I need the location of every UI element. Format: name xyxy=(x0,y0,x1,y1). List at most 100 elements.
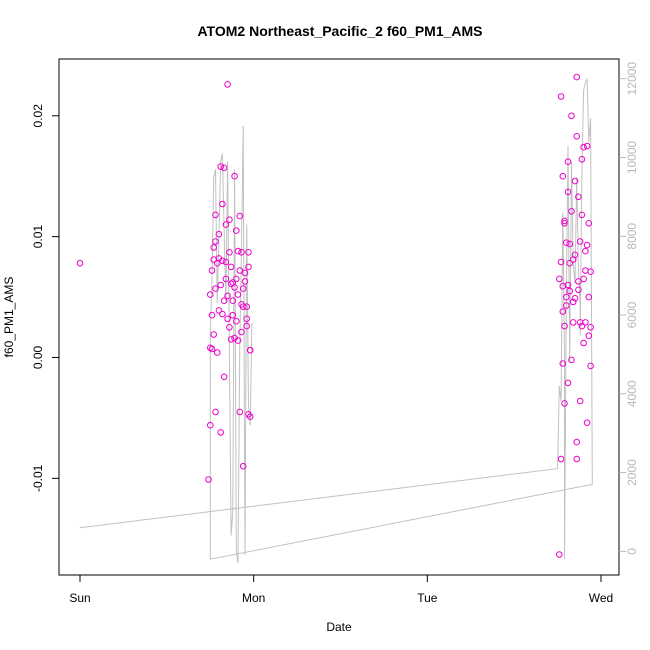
data-point xyxy=(243,303,250,311)
data-point xyxy=(212,238,219,245)
data-point xyxy=(559,360,567,367)
data-point xyxy=(561,322,568,330)
data-point xyxy=(569,319,577,326)
data-point xyxy=(217,281,224,289)
y2-tick-label: 6000 xyxy=(625,301,639,328)
data-point xyxy=(578,322,586,330)
data-point xyxy=(564,158,572,165)
data-point xyxy=(585,293,593,301)
data-point xyxy=(208,267,216,274)
data-point xyxy=(573,455,581,463)
data-point xyxy=(580,339,587,347)
y-tick-label: 0.01 xyxy=(31,225,45,249)
data-point xyxy=(561,220,568,227)
data-point xyxy=(578,156,586,163)
axes: Sun Mon Tue Wed -0.01 0.00 0.01 0.02 0 2000 4000 60… xyxy=(31,62,639,605)
y-tick-label: 0.02 xyxy=(31,104,45,128)
data-point xyxy=(217,429,224,436)
data-point xyxy=(583,419,591,427)
y-axis-label: f60_PM1_AMS xyxy=(2,277,16,358)
data-point xyxy=(234,291,242,298)
data-point xyxy=(76,259,84,267)
data-point xyxy=(208,345,216,353)
data-point xyxy=(220,373,228,381)
data-point xyxy=(245,263,252,271)
data-point xyxy=(563,293,570,301)
data-point xyxy=(238,328,245,336)
data-point xyxy=(243,322,250,330)
data-point xyxy=(226,216,233,223)
data-point xyxy=(573,73,581,81)
data-point xyxy=(220,297,228,305)
data-point xyxy=(222,221,230,228)
data-point xyxy=(564,281,572,289)
data-point xyxy=(571,177,579,185)
data-point xyxy=(561,217,568,225)
data-point xyxy=(241,278,249,285)
data-point xyxy=(219,257,226,265)
data-point xyxy=(239,285,247,292)
data-point xyxy=(556,275,563,283)
data-point xyxy=(566,287,574,295)
data-point xyxy=(573,438,581,446)
data-point xyxy=(212,408,219,416)
data-point xyxy=(556,551,563,558)
data-point xyxy=(566,240,574,248)
data-point xyxy=(575,286,582,294)
y2-tick-label: 12000 xyxy=(625,62,639,96)
data-point xyxy=(233,317,240,325)
x-tick-label: Wed xyxy=(589,591,613,605)
scatter-series xyxy=(76,73,594,558)
data-point xyxy=(557,93,565,100)
data-point xyxy=(233,227,240,234)
data-point xyxy=(222,275,230,283)
data-point xyxy=(224,315,231,323)
data-point xyxy=(229,311,237,319)
data-point xyxy=(219,310,226,318)
data-point xyxy=(207,421,214,429)
data-point xyxy=(587,268,594,276)
x-tick-label: Tue xyxy=(417,591,438,605)
chart-title: ATOM2 Northeast_Pacific_2 f60_PM1_AMS xyxy=(197,23,482,39)
data-point xyxy=(246,346,254,354)
data-point xyxy=(559,172,567,180)
data-point xyxy=(557,258,565,266)
data-point xyxy=(585,220,593,227)
data-point xyxy=(575,278,582,285)
data-point xyxy=(205,476,212,483)
data-point xyxy=(217,163,224,170)
data-point xyxy=(208,311,216,319)
data-point xyxy=(207,291,214,298)
data-point xyxy=(227,263,235,271)
y-tick-label: 0.00 xyxy=(31,345,45,369)
data-point xyxy=(215,230,223,238)
y2-tick-label: 0 xyxy=(625,548,639,555)
y2-tick-label: 10000 xyxy=(625,140,639,174)
data-point xyxy=(231,284,238,291)
x-tick-label: Mon xyxy=(242,591,265,605)
data-point xyxy=(212,211,219,219)
data-point xyxy=(576,397,584,405)
data-point xyxy=(580,143,587,151)
data-point xyxy=(234,247,242,255)
y2-tick-label: 2000 xyxy=(625,459,639,486)
data-point xyxy=(210,244,217,251)
data-point xyxy=(568,356,575,364)
data-point xyxy=(231,172,238,180)
data-point xyxy=(219,200,226,208)
y-tick-label: -0.01 xyxy=(31,464,45,492)
data-point xyxy=(241,269,249,277)
data-point xyxy=(226,249,233,256)
data-point xyxy=(578,211,586,219)
data-point xyxy=(220,164,228,172)
data-point xyxy=(224,81,231,88)
data-point xyxy=(224,292,231,300)
data-point xyxy=(585,332,593,340)
data-point xyxy=(207,344,214,352)
line-series-path xyxy=(79,78,593,564)
data-point xyxy=(563,239,570,246)
data-point xyxy=(561,400,568,407)
data-point xyxy=(210,331,217,338)
data-point xyxy=(583,142,591,150)
data-point xyxy=(571,295,579,302)
